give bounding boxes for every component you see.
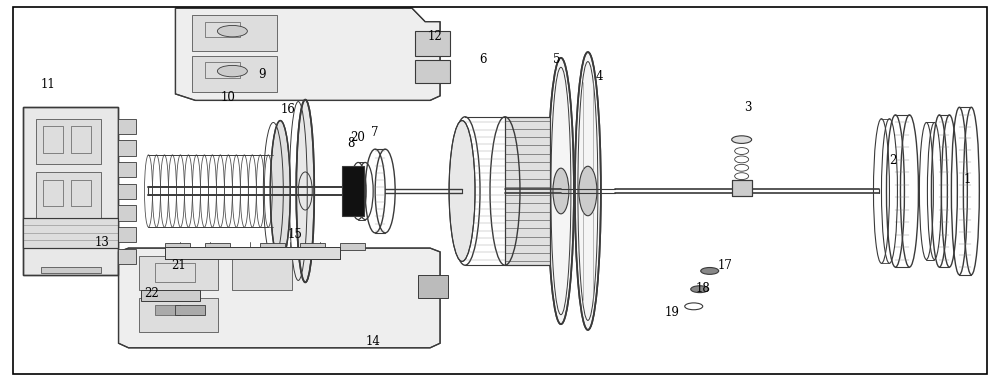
- Bar: [505, 117, 550, 265]
- Bar: [118, 162, 136, 177]
- Bar: [300, 243, 325, 249]
- Bar: [165, 247, 340, 259]
- Bar: [71, 180, 91, 206]
- Bar: [139, 298, 218, 332]
- Bar: [192, 15, 277, 51]
- Ellipse shape: [579, 166, 597, 216]
- Circle shape: [701, 267, 719, 274]
- Text: 10: 10: [221, 91, 236, 104]
- Text: 2: 2: [889, 154, 896, 167]
- Circle shape: [217, 65, 247, 77]
- Bar: [23, 218, 118, 248]
- Ellipse shape: [548, 58, 574, 324]
- Bar: [41, 267, 101, 273]
- Bar: [192, 56, 277, 92]
- Ellipse shape: [575, 52, 601, 330]
- Bar: [23, 107, 118, 275]
- Bar: [118, 206, 136, 221]
- Circle shape: [217, 26, 247, 37]
- Text: 13: 13: [95, 236, 110, 249]
- Bar: [118, 119, 136, 134]
- Bar: [415, 31, 450, 56]
- Text: 16: 16: [281, 103, 296, 116]
- Text: 22: 22: [144, 287, 159, 300]
- Text: 21: 21: [171, 259, 186, 272]
- Ellipse shape: [270, 121, 290, 261]
- Bar: [155, 305, 180, 315]
- Text: 7: 7: [371, 126, 379, 139]
- Bar: [118, 249, 136, 264]
- Bar: [205, 22, 240, 37]
- Bar: [141, 290, 200, 301]
- Bar: [175, 305, 205, 315]
- Bar: [118, 227, 136, 243]
- Text: 18: 18: [695, 282, 710, 295]
- Bar: [340, 243, 365, 249]
- Circle shape: [691, 286, 709, 293]
- Text: 4: 4: [596, 70, 604, 83]
- Bar: [205, 62, 240, 78]
- Bar: [415, 60, 450, 83]
- Text: 19: 19: [664, 306, 679, 319]
- Bar: [505, 117, 550, 265]
- Bar: [36, 119, 101, 164]
- Text: 6: 6: [479, 53, 487, 66]
- Circle shape: [732, 136, 752, 143]
- Bar: [165, 243, 190, 249]
- Bar: [43, 180, 63, 206]
- Bar: [165, 247, 340, 259]
- Text: 15: 15: [288, 228, 303, 241]
- Text: 14: 14: [366, 335, 381, 348]
- Bar: [418, 275, 448, 298]
- Text: 11: 11: [40, 78, 55, 91]
- Text: 1: 1: [964, 173, 971, 186]
- Text: 9: 9: [259, 68, 266, 81]
- Polygon shape: [175, 8, 440, 100]
- Bar: [342, 166, 364, 216]
- Ellipse shape: [296, 100, 314, 282]
- Bar: [118, 140, 136, 155]
- Bar: [23, 218, 118, 248]
- Bar: [155, 263, 195, 282]
- Ellipse shape: [449, 121, 475, 261]
- Text: 3: 3: [744, 101, 751, 114]
- Text: 20: 20: [350, 131, 365, 144]
- Polygon shape: [119, 248, 440, 348]
- Bar: [43, 126, 63, 153]
- Text: 5: 5: [553, 53, 561, 66]
- Text: 12: 12: [428, 30, 442, 43]
- Bar: [71, 126, 91, 153]
- Bar: [232, 256, 292, 290]
- Bar: [36, 172, 101, 218]
- Bar: [23, 107, 118, 275]
- Ellipse shape: [553, 168, 569, 214]
- Bar: [205, 243, 230, 249]
- Bar: [118, 184, 136, 199]
- Bar: [260, 243, 285, 249]
- Text: 8: 8: [348, 137, 355, 150]
- Text: 17: 17: [717, 259, 732, 272]
- Bar: [732, 180, 752, 196]
- Bar: [139, 256, 218, 290]
